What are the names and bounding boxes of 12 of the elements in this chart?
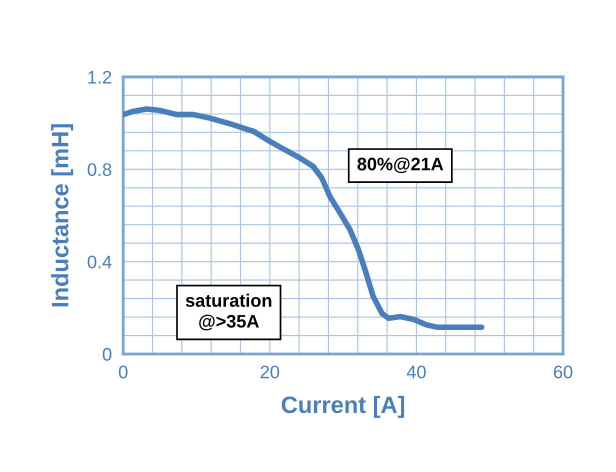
x-tick-label: 0 [118, 366, 128, 378]
y-tick-label: 0.8 [88, 163, 112, 176]
x-tick-label: 40 [406, 366, 426, 378]
x-axis-title: Current [A] [282, 396, 404, 418]
annotation: 80%@21A [357, 157, 444, 174]
annotation: saturation @>35A [186, 294, 272, 330]
y-tick-label: 0 [102, 348, 112, 361]
x-tick-label: 20 [260, 366, 280, 378]
y-axis-title: Inductance [mH] [51, 124, 74, 306]
y-tick-label: 0.4 [88, 256, 112, 268]
x-tick-label: 60 [554, 366, 572, 378]
y-tick-label: 1.2 [88, 70, 112, 84]
